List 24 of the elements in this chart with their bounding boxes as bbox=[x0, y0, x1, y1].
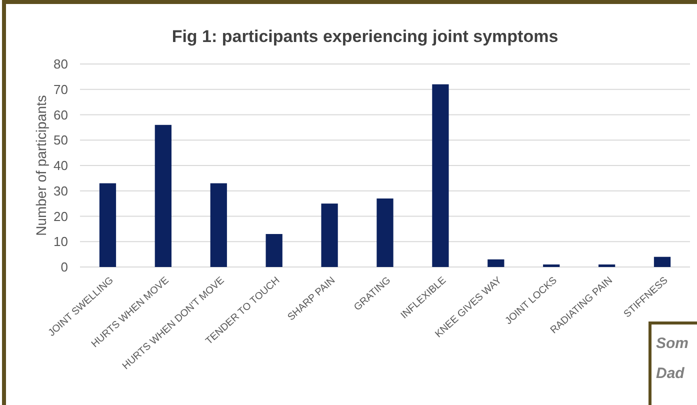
bar bbox=[543, 264, 560, 267]
bar bbox=[432, 84, 449, 267]
text: Dad bbox=[656, 365, 686, 382]
bar bbox=[376, 198, 394, 267]
y-tick-label: 80 bbox=[54, 56, 68, 72]
bar bbox=[598, 264, 616, 267]
bar bbox=[321, 204, 338, 267]
y-tick-label: 70 bbox=[54, 82, 68, 97]
y-tick-label: 20 bbox=[54, 208, 68, 224]
y-tick-label: 30 bbox=[54, 183, 68, 198]
y-tick-label: 40 bbox=[54, 158, 68, 174]
bar bbox=[154, 124, 172, 267]
bar bbox=[654, 256, 671, 267]
y-tick-label: 10 bbox=[54, 234, 68, 250]
chart-title: Fig 1: participants experiencing joint symptoms bbox=[172, 27, 558, 46]
text: Som bbox=[656, 335, 689, 352]
bar bbox=[266, 234, 282, 267]
y-axis-title: Number of participants bbox=[33, 95, 49, 236]
y-tick-label: 50 bbox=[54, 132, 68, 148]
y-tick-label: 60 bbox=[54, 107, 68, 122]
y-tick-label: 0 bbox=[60, 260, 68, 275]
bar bbox=[99, 183, 116, 267]
bar bbox=[488, 259, 504, 267]
bar bbox=[210, 183, 227, 267]
